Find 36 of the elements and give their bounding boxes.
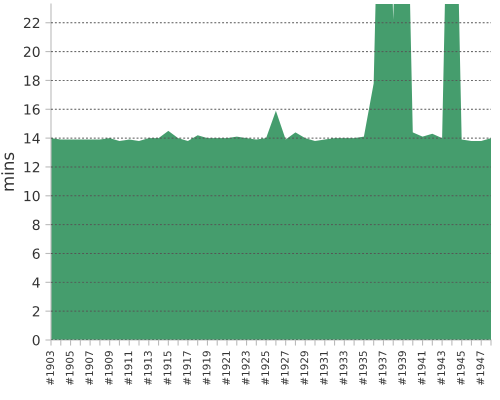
y-tick-label: 0: [32, 334, 40, 346]
x-tick-label: #1939: [398, 351, 406, 385]
x-tick-label: #1937: [378, 351, 386, 385]
x-tick-label: #1917: [183, 351, 191, 385]
y-tick-label: 16: [24, 104, 40, 115]
x-tick-label: #1907: [85, 351, 94, 385]
x-tick-label: #1915: [163, 351, 172, 385]
x-tick-label: #1933: [339, 351, 348, 385]
y-tick-label: 8: [32, 220, 40, 230]
y-axis-title: mins: [1, 152, 14, 191]
y-tick-label: 6: [32, 248, 40, 259]
y-tick-label: 18: [24, 75, 40, 86]
y-tick-label: 4: [32, 277, 40, 288]
x-tick-label: #1905: [66, 351, 74, 385]
x-tick-label: #1945: [456, 351, 465, 385]
x-tick-label: #1921: [222, 351, 230, 385]
x-tick-label: #1943: [437, 351, 446, 385]
x-tick-label: #1941: [418, 351, 426, 385]
y-tick-label: 12: [24, 162, 40, 172]
x-tick-label: #1923: [242, 351, 250, 385]
x-tick-label: #1925: [261, 351, 270, 385]
y-tick-label: 22: [24, 18, 40, 28]
x-tick-label: #1947: [476, 351, 484, 385]
x-tick-label: #1927: [280, 351, 289, 385]
y-tick-label: 2: [32, 306, 40, 316]
x-tick-label: #1913: [144, 351, 152, 385]
y-tick-label: 20: [24, 46, 40, 58]
y-tick-label: 14: [24, 133, 40, 144]
x-tick-label: #1935: [359, 351, 367, 385]
x-tick-label: #1911: [124, 351, 132, 385]
x-tick-label: #1909: [104, 351, 113, 385]
x-tick-label: #1929: [300, 351, 308, 385]
y-tick-label: 10: [24, 190, 40, 202]
x-tick-label: #1931: [320, 351, 328, 385]
x-tick-label: #1919: [202, 351, 210, 385]
x-tick-label: #1903: [46, 351, 54, 385]
